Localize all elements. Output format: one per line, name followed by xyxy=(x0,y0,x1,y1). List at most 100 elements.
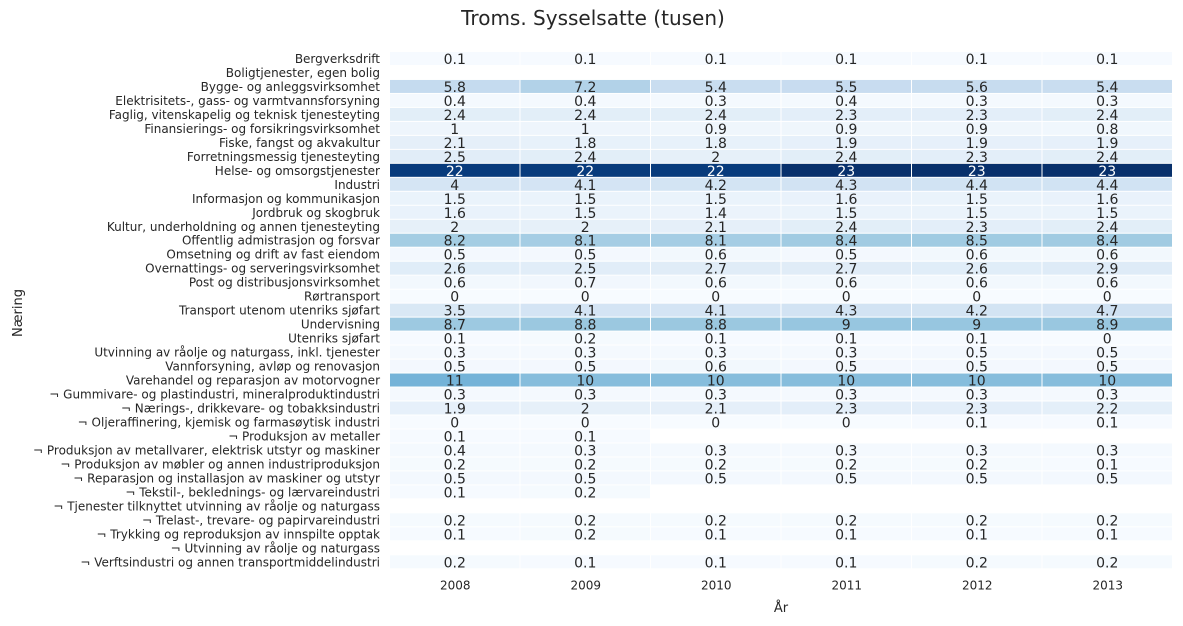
heatmap-cell xyxy=(390,289,520,303)
cell-value-label: 0.1 xyxy=(705,332,727,348)
cell-value-label: 0.3 xyxy=(835,346,857,362)
row-label: Elektrisitets-, gass- og varmtvannsforsy… xyxy=(115,94,380,108)
cell-value-label: 9 xyxy=(842,318,851,334)
heatmap-cell xyxy=(520,387,650,401)
heatmap-cell xyxy=(912,289,1042,303)
heatmap-cell xyxy=(781,79,911,93)
cell-value-label: 0.3 xyxy=(835,388,857,404)
cell-value-label: 0.1 xyxy=(1096,415,1118,431)
cell-value-label: 0.4 xyxy=(574,94,596,110)
cell-value-label: 5.8 xyxy=(444,80,466,96)
heatmap-cell xyxy=(781,527,911,541)
cell-value-label: 0.1 xyxy=(444,52,466,68)
cell-value-label: 0.1 xyxy=(444,429,466,445)
heatmap-cell xyxy=(912,233,1042,247)
heatmap-cell xyxy=(520,457,650,471)
heatmap-cell xyxy=(781,317,911,331)
x-tick-label: 2009 xyxy=(570,578,601,592)
heatmap-cell xyxy=(1042,121,1172,135)
cell-value-label: 0.5 xyxy=(1096,346,1118,362)
cell-value-label: 0.6 xyxy=(966,248,988,264)
cell-value-label: 1.5 xyxy=(574,206,596,222)
cell-value-label: 0.9 xyxy=(835,122,857,138)
cell-value-label: 5.4 xyxy=(705,80,727,96)
heatmap-cell xyxy=(912,191,1042,205)
row-label: Utenriks sjøfart xyxy=(288,332,380,346)
heatmap-cell xyxy=(781,373,911,387)
heatmap-cell xyxy=(651,303,781,317)
cell-value-label: 23 xyxy=(968,164,986,180)
cell-value-label: 4.7 xyxy=(1096,304,1118,320)
cell-value-label: 0.5 xyxy=(444,360,466,376)
heatmap-cell xyxy=(781,93,911,107)
x-tick-label: 2008 xyxy=(440,578,471,592)
cell-value-label: 0.2 xyxy=(444,555,466,571)
cell-value-label: 4.4 xyxy=(966,178,988,194)
cell-value-label: 0.1 xyxy=(835,555,857,571)
cell-value-label: 0.6 xyxy=(444,276,466,292)
row-label: Bygge- og anleggsvirksomhet xyxy=(201,80,381,94)
row-label: ¬ Reparasjon og installasjon av maskiner… xyxy=(73,471,380,485)
cell-value-label: 0.6 xyxy=(705,360,727,376)
heatmap-cell xyxy=(520,149,650,163)
cell-value-label: 1.9 xyxy=(444,401,466,417)
cell-value-label: 8.1 xyxy=(574,234,596,250)
heatmap-cell xyxy=(520,513,650,527)
cell-value-label: 2.3 xyxy=(966,401,988,417)
cell-value-label: 5.5 xyxy=(835,80,857,96)
heatmap-cell xyxy=(1042,317,1172,331)
cell-value-label: 4.2 xyxy=(966,304,988,320)
cell-value-label: 0 xyxy=(581,290,590,306)
heatmap-cell xyxy=(390,387,520,401)
heatmap-cell xyxy=(781,289,911,303)
row-label: Overnattings- og serveringsvirksomhet xyxy=(145,262,380,276)
cell-value-label: 1.5 xyxy=(574,192,596,208)
heatmap-cell xyxy=(520,415,650,429)
heatmap-cell xyxy=(1042,359,1172,373)
heatmap-cell xyxy=(390,219,520,233)
cell-value-label: 9 xyxy=(972,318,981,334)
heatmap-cell xyxy=(912,513,1042,527)
heatmap-cell xyxy=(390,331,520,345)
x-tick-label: 2011 xyxy=(831,578,862,592)
cell-value-label: 8.9 xyxy=(1096,318,1118,334)
heatmap-cell xyxy=(520,93,650,107)
cell-value-label: 2.1 xyxy=(705,220,727,236)
cell-value-label: 0.3 xyxy=(705,94,727,110)
heatmap-cell xyxy=(1042,513,1172,527)
heatmap-cell xyxy=(390,429,520,443)
row-label: Varehandel og reparasjon av motorvogner xyxy=(126,374,380,388)
cell-value-label: 0.9 xyxy=(705,122,727,138)
cell-value-label: 2.4 xyxy=(574,108,596,124)
x-axis-label: År xyxy=(774,600,789,616)
heatmap-cell xyxy=(912,415,1042,429)
cell-value-label: 8.4 xyxy=(1096,234,1118,250)
row-label: ¬ Nærings-, drikkevare- og tobakksindust… xyxy=(121,401,380,415)
cell-value-label: 1 xyxy=(450,122,459,138)
cell-value-label: 1.5 xyxy=(835,206,857,222)
cell-value-label: 0 xyxy=(711,290,720,306)
cell-value-label: 2.7 xyxy=(705,262,727,278)
row-label: ¬ Utvinning av råolje og naturgass xyxy=(171,541,380,555)
cell-value-label: 0.1 xyxy=(966,332,988,348)
heatmap-cell xyxy=(390,317,520,331)
heatmap-cell xyxy=(781,401,911,415)
heatmap-cell xyxy=(1042,191,1172,205)
cell-value-label: 0.5 xyxy=(574,471,596,487)
cell-value-label: 0.2 xyxy=(574,527,596,543)
y-axis-label: Næring xyxy=(11,289,26,337)
cell-value-label: 0.6 xyxy=(705,276,727,292)
heatmap-cell xyxy=(1042,233,1172,247)
cell-value-label: 0.7 xyxy=(574,276,596,292)
heatmap-cell xyxy=(520,331,650,345)
heatmap-cell xyxy=(1042,205,1172,219)
cell-value-label: 0.1 xyxy=(966,415,988,431)
chart-title: Troms. Sysselsatte (tusen) xyxy=(460,6,725,30)
x-tick-label: 2012 xyxy=(962,578,993,592)
heatmap-cell xyxy=(781,121,911,135)
cell-value-label: 0 xyxy=(450,290,459,306)
cell-value-label: 0.2 xyxy=(444,457,466,473)
cell-value-label: 8.8 xyxy=(574,318,596,334)
heatmap-cell xyxy=(912,359,1042,373)
heatmap-cell xyxy=(651,317,781,331)
